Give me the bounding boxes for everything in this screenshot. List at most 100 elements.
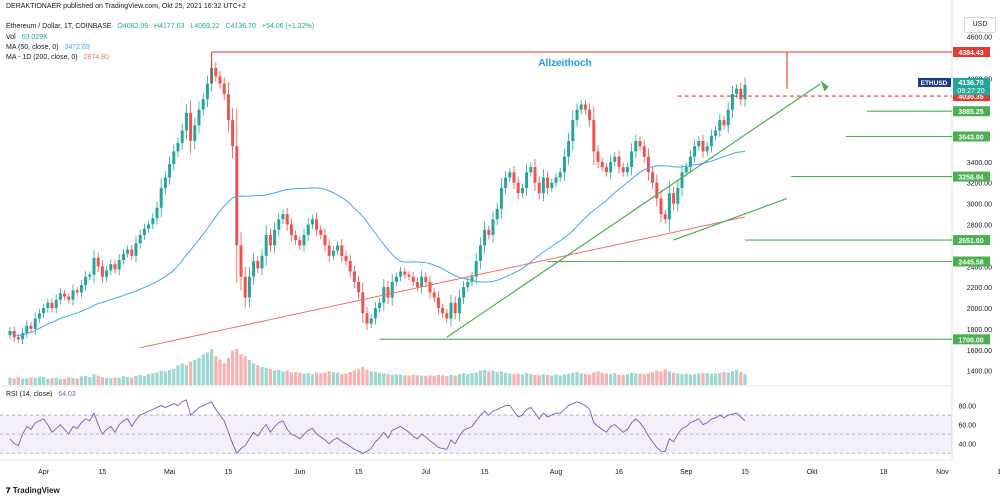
rsi-label: RSI (14, close) <box>6 391 53 398</box>
y-tick-label: 1800.00 <box>967 327 992 334</box>
volume-bar <box>575 372 579 385</box>
candle <box>672 193 676 204</box>
volume-bar <box>386 374 390 385</box>
level-label-box <box>953 235 990 246</box>
candle <box>231 120 235 147</box>
annotation-label: Allzeithoch <box>538 58 591 69</box>
candle <box>310 219 314 225</box>
volume-bar <box>180 363 184 385</box>
volume-bar <box>260 367 264 385</box>
volume-bar <box>306 373 310 385</box>
candle <box>407 274 411 277</box>
volume-bar <box>609 374 613 385</box>
candle <box>512 172 516 183</box>
volume-bar <box>281 371 285 385</box>
volume-bar <box>525 373 529 385</box>
logo-text: TradingView <box>12 486 60 495</box>
candle <box>29 325 33 329</box>
candle <box>79 285 83 293</box>
symbol-legend: Ethereum / Dollar, 1T, COINBASE O4082.09… <box>6 22 318 32</box>
volume-bar <box>445 376 449 385</box>
volume-bar <box>378 372 382 385</box>
volume-bar <box>382 373 386 385</box>
currency-button[interactable]: USD <box>964 17 996 33</box>
candle <box>583 104 587 110</box>
candle <box>168 163 172 178</box>
candle <box>508 172 512 178</box>
volume-bar <box>75 378 79 385</box>
ma50-value: 3472.69 <box>64 44 90 51</box>
candle <box>592 120 596 152</box>
x-tick-label: 15 <box>355 469 363 476</box>
candle <box>121 253 125 260</box>
candle <box>21 333 25 340</box>
volume-bar <box>63 378 67 385</box>
volume-bar <box>235 349 239 385</box>
volume-bar <box>470 373 474 385</box>
volume-bar <box>79 376 83 385</box>
level-label: 1700.00 <box>958 337 983 344</box>
volume-bar <box>718 372 722 385</box>
candle <box>226 94 230 121</box>
level-label: 2445.58 <box>958 260 983 267</box>
y-tick-label: 2400.00 <box>967 264 992 271</box>
candle <box>63 293 67 297</box>
candle <box>504 177 508 188</box>
candle <box>176 143 180 152</box>
y-tick-label: 2200.00 <box>967 285 992 292</box>
candle <box>117 260 121 270</box>
candle <box>638 140 642 147</box>
y-tick-label: 1600.00 <box>967 348 992 355</box>
candle <box>588 109 592 121</box>
candle <box>411 276 415 282</box>
level-label: 3258.94 <box>958 175 983 182</box>
volume-bar <box>705 373 709 385</box>
candle <box>457 297 461 314</box>
candle <box>378 302 382 309</box>
volume-bar <box>88 377 92 385</box>
candle <box>67 296 71 300</box>
candle <box>659 198 663 215</box>
volume-bar <box>709 373 713 385</box>
candle <box>403 271 407 275</box>
volume-bar <box>84 376 88 385</box>
volume-bar <box>504 372 508 385</box>
x-tick-label: 15 <box>997 469 1000 476</box>
level-label-box <box>953 91 990 102</box>
candle <box>478 245 482 262</box>
volume-bar <box>100 377 104 385</box>
volume-bar <box>273 370 277 385</box>
volume-bar <box>604 373 608 385</box>
volume-bar <box>117 377 121 385</box>
volume-bar <box>411 374 415 385</box>
rsi-legend: RSI (14, close) 64.03 <box>6 390 80 400</box>
volume-bar <box>231 350 235 385</box>
candle <box>315 219 319 230</box>
ohlc-change: +54.06 (+1.32%) <box>261 23 315 30</box>
volume-bar <box>420 375 424 385</box>
volume-bar <box>655 370 659 385</box>
volume-bar <box>189 361 193 385</box>
volume-bar <box>651 372 655 385</box>
symbol-tag-box <box>918 77 951 87</box>
candle <box>562 156 566 173</box>
candle <box>365 313 369 324</box>
ohlc-low: L4069.22 <box>190 23 220 30</box>
ma200-label: MA - 1D (200, close, 0) <box>6 54 78 61</box>
volume-bar <box>92 374 96 385</box>
candle <box>340 245 344 256</box>
volume-bar <box>54 377 58 385</box>
candle <box>546 177 550 188</box>
candle <box>705 146 709 152</box>
volume-bar <box>550 375 554 385</box>
volume-bar <box>667 371 671 385</box>
rsi-tick-label: 80.00 <box>958 404 976 411</box>
candle <box>688 156 692 168</box>
candle <box>100 266 104 277</box>
level-label: 3885.25 <box>958 109 983 116</box>
candle <box>352 271 356 282</box>
candle <box>323 234 327 246</box>
ohlc-high: H4177.63 <box>154 23 185 30</box>
candle <box>281 214 285 220</box>
